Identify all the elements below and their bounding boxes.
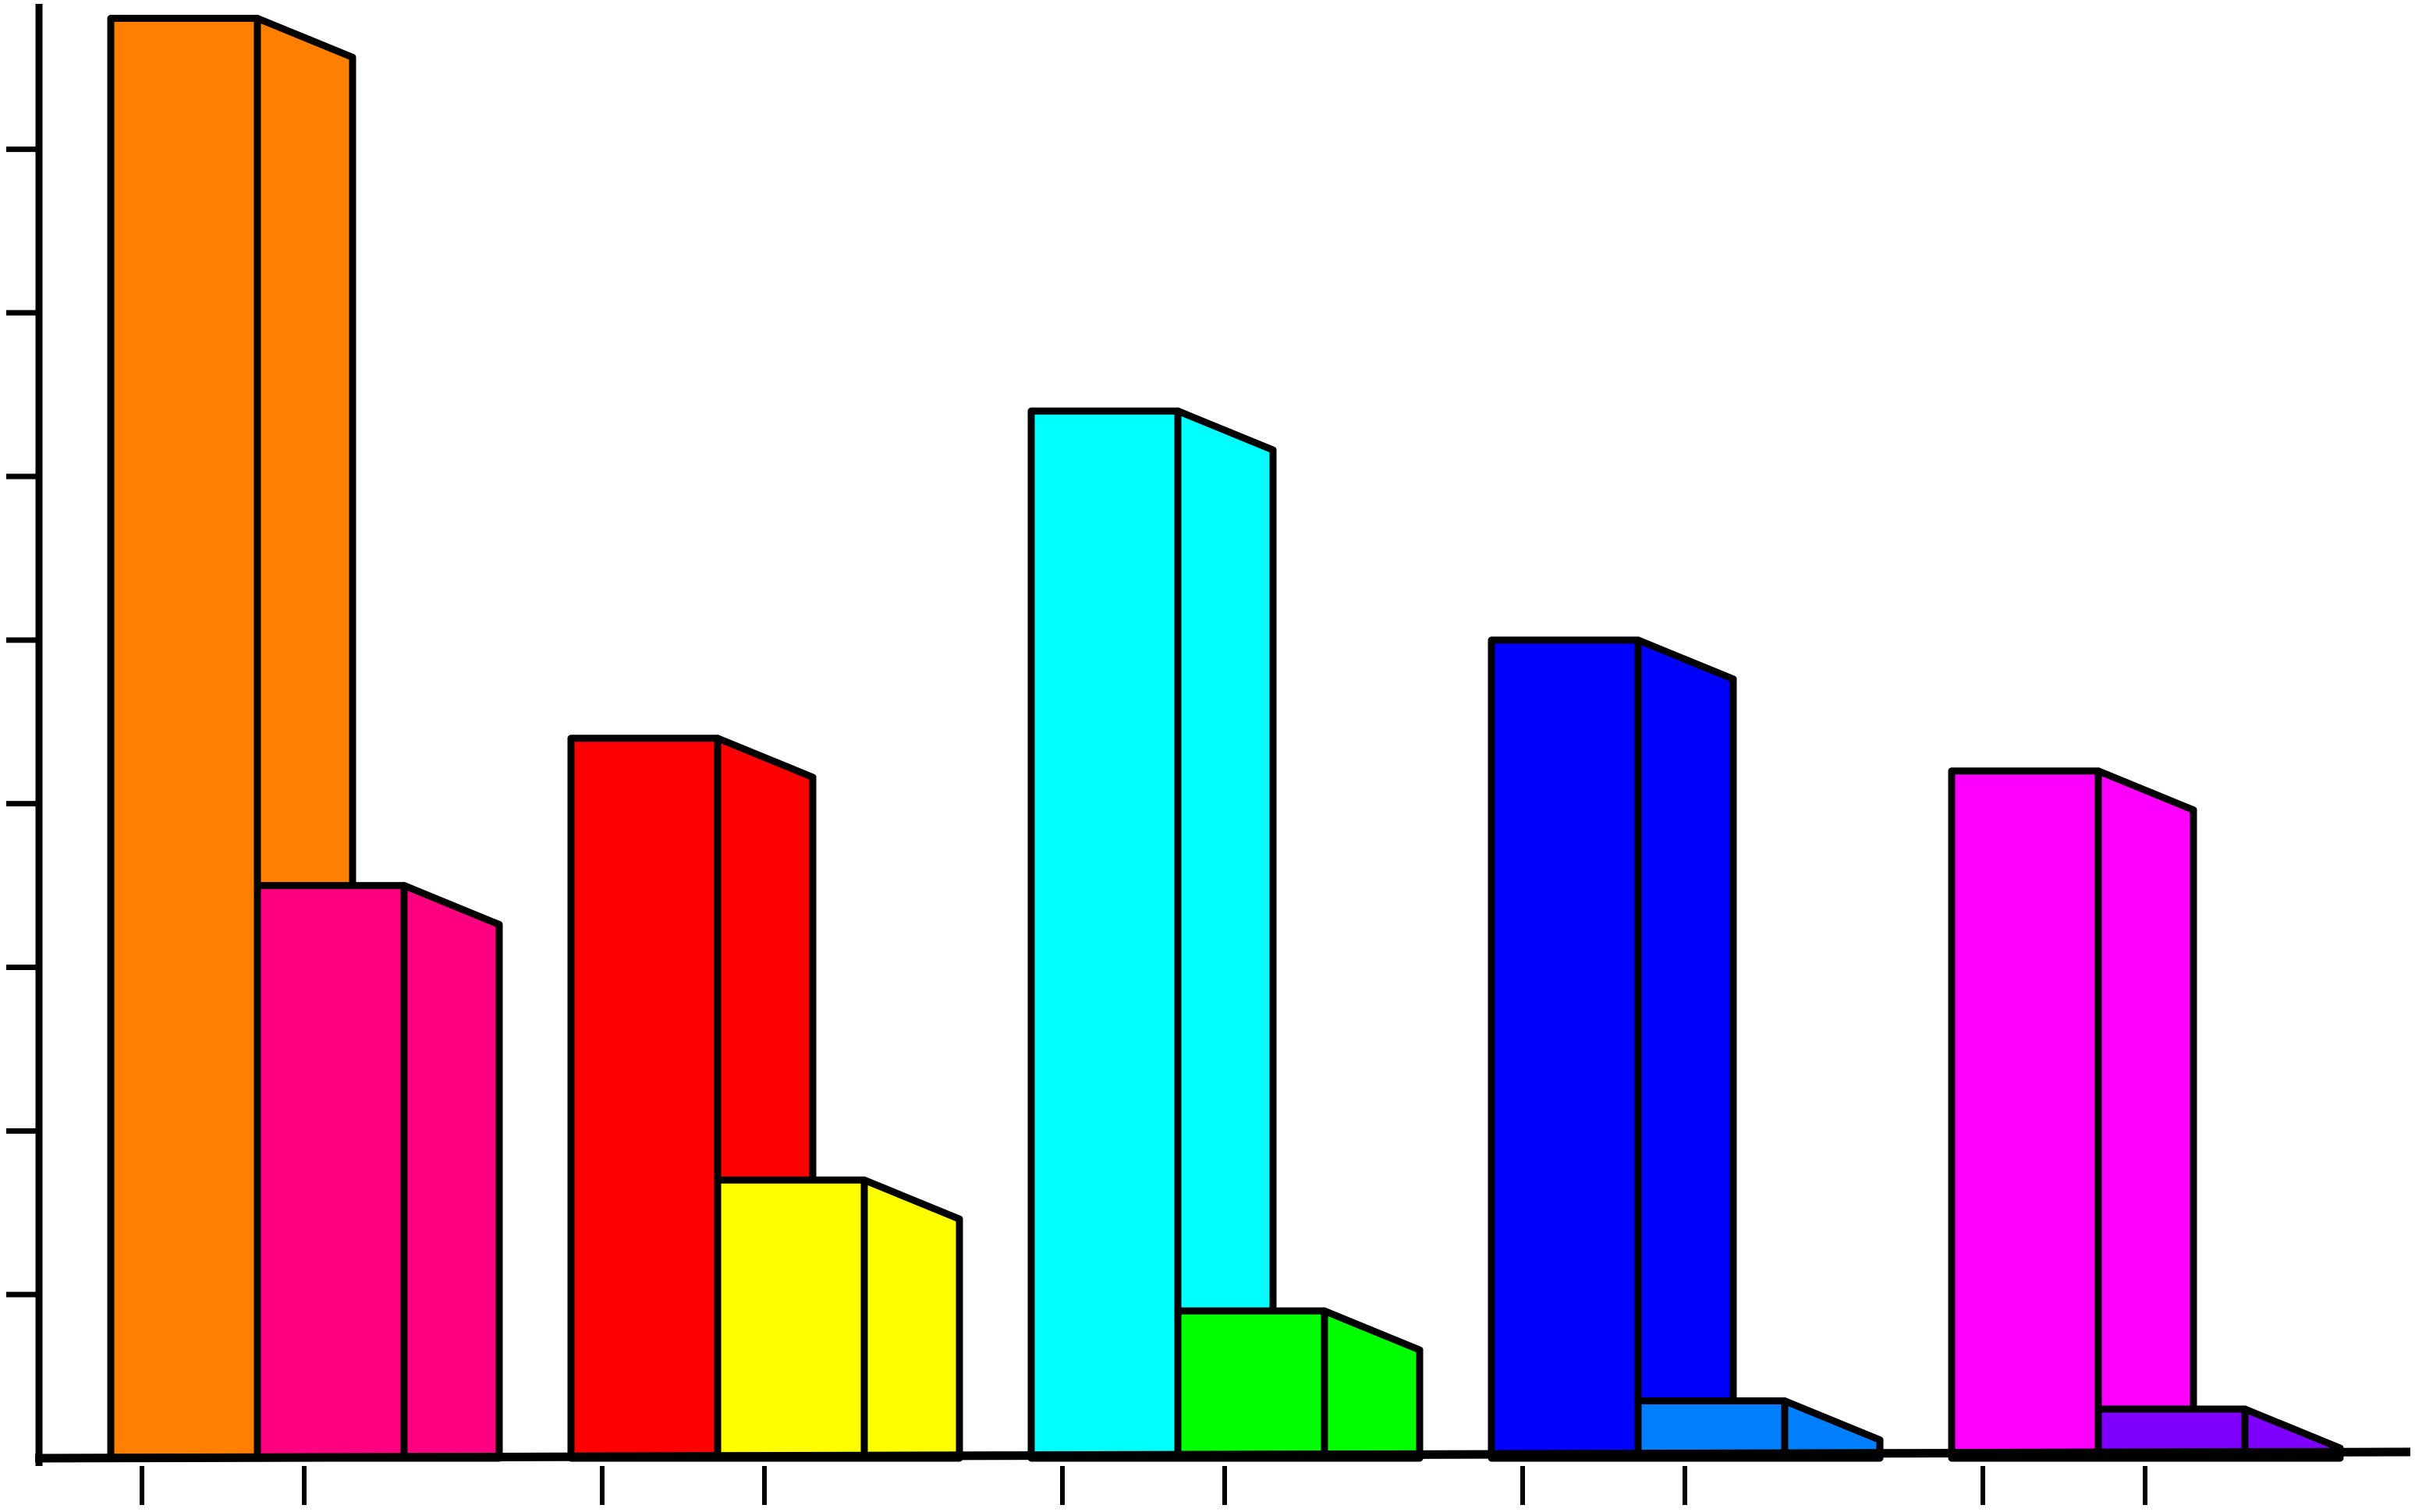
bar-side-g3-s2 xyxy=(1321,1307,1424,1462)
bar-side-g5-s1 xyxy=(2094,767,2197,1462)
bar-g4-s1 xyxy=(1488,636,1642,1462)
bar-g1-s1 xyxy=(107,14,261,1462)
bar-g1-s2 xyxy=(254,882,408,1462)
x-axis xyxy=(34,1447,2411,1463)
bar-side-g1-s2 xyxy=(400,882,503,1462)
bar-g3-s2 xyxy=(1174,1307,1328,1462)
bar-g3-s1 xyxy=(1027,407,1182,1462)
bar-side-g4-s1 xyxy=(1634,636,1737,1462)
bar-side-g2-s2 xyxy=(860,1176,963,1462)
bar-g5-s1 xyxy=(1948,767,2102,1462)
bar-g4-s2 xyxy=(1634,1397,1789,1462)
bar-g2-s1 xyxy=(567,735,722,1462)
bar-side-g3-s1 xyxy=(1174,407,1277,1462)
bar-g2-s2 xyxy=(714,1176,868,1462)
